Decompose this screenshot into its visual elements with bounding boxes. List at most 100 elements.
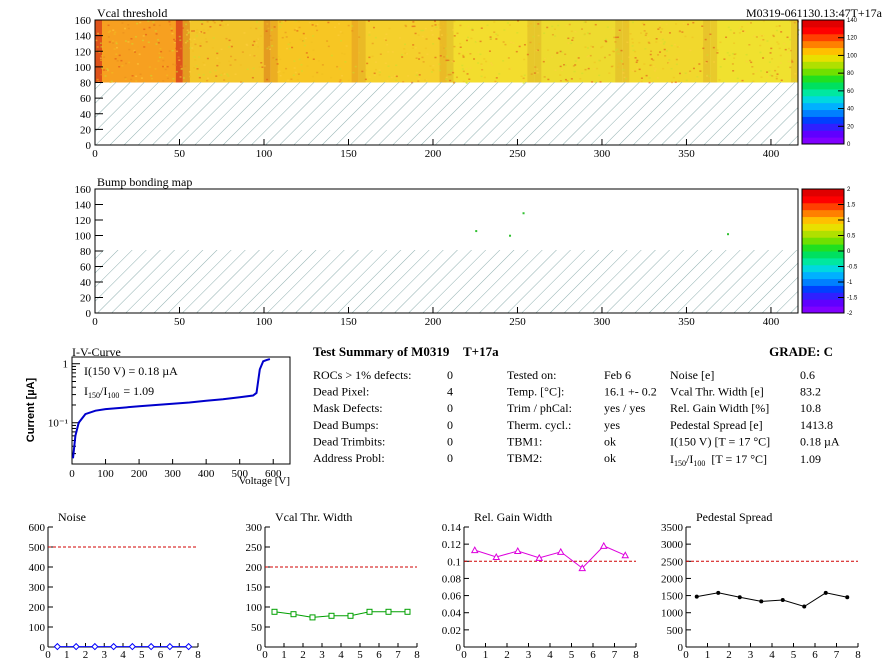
vcal-speckle — [770, 47, 773, 50]
vcal-speckle — [107, 31, 110, 33]
vcal-speckle — [199, 31, 202, 33]
vcal-speckle — [133, 51, 136, 53]
vcal-speckle — [615, 49, 618, 51]
vcal-speckle — [495, 33, 498, 35]
vcal-speckle — [591, 81, 594, 83]
iv-ylabel: Current [µA] — [25, 377, 37, 442]
vcal-speckle — [727, 26, 730, 29]
vcal-speckle — [583, 21, 586, 24]
vcal-speckle — [771, 58, 774, 60]
vcal-colorbar-band — [802, 116, 844, 124]
vcal-speckle — [462, 80, 465, 83]
noise-point — [91, 642, 99, 651]
vcal-speckle — [456, 32, 459, 35]
vcal-speckle — [640, 32, 643, 34]
vcal-speckle — [698, 63, 701, 65]
vcal-speckle — [486, 24, 489, 27]
vcal-speckle — [746, 23, 749, 25]
vcal-speckle — [114, 31, 117, 33]
vcal-speckle — [170, 27, 173, 30]
vcal-speckle — [653, 70, 656, 72]
vcal-speckle — [316, 29, 319, 32]
vcal-speckle — [453, 35, 456, 37]
vcal-speckle — [196, 31, 199, 34]
vcal-speckle — [184, 41, 187, 44]
vcal-speckle — [226, 73, 229, 75]
summary-mid-value: yes / yes — [604, 401, 646, 415]
vcal-speckle — [340, 40, 343, 42]
vcal-width-x-tick-label: 7 — [395, 649, 401, 661]
vcal-speckle — [155, 33, 158, 35]
vcal-speckle — [384, 62, 387, 65]
vcal-speckle — [209, 25, 212, 28]
vcal-speckle — [493, 31, 496, 33]
vcal-speckle — [636, 59, 639, 62]
vcal-speckle — [421, 56, 424, 59]
vcal-speckle — [762, 57, 765, 59]
pedestal-spread-title: Pedestal Spread — [696, 510, 772, 524]
vcal-speckle — [373, 72, 376, 75]
vcal-speckle — [712, 46, 715, 49]
vcal-speckle — [403, 43, 406, 46]
vcal-speckle — [317, 60, 320, 62]
vcal-width-title: Vcal Thr. Width — [275, 510, 352, 524]
vcal-speckle — [412, 44, 415, 46]
vcal-speckle — [445, 33, 448, 36]
bump-colorbar-band — [802, 264, 844, 273]
gain-width-y-tick-label: 0.02 — [442, 625, 461, 637]
gain-width-x-tick-label: 0 — [461, 649, 467, 661]
vcal-speckle — [750, 61, 753, 64]
vcal-speckle — [229, 43, 232, 45]
vcal-speckle — [649, 53, 652, 56]
vcal-speckle — [385, 33, 388, 36]
noise-x-tick-label: 5 — [139, 649, 145, 661]
vcal-speckle — [659, 42, 662, 44]
vcal-speckle — [418, 74, 421, 76]
vcal-speckle — [645, 32, 648, 35]
summary-rows: ROCs > 1% defects: 0 Dead Pixel: 4 Mask Defe… — [313, 368, 840, 465]
vcal-speckle — [471, 27, 474, 30]
vcal-speckle — [158, 56, 161, 59]
vcal-x-tick-label: 300 — [594, 148, 611, 160]
vcal-speckle — [400, 54, 403, 56]
vcal-speckle — [705, 62, 708, 64]
vcal-speckle — [216, 57, 219, 59]
vcal-speckle — [564, 78, 567, 81]
vcal-speckle — [373, 74, 376, 77]
vcal-speckle — [211, 47, 214, 49]
pedestal-spread-y-tick-label: 2500 — [661, 556, 684, 568]
pedestal-spread-y-tick-label: 3000 — [661, 539, 684, 551]
bump-y-tick-label: 100 — [75, 231, 92, 243]
vcal-speckle — [579, 78, 582, 80]
vcal-speckle — [481, 68, 484, 71]
noise-point — [53, 642, 62, 651]
vcal-speckle — [586, 55, 589, 58]
vcal-speckle — [150, 77, 153, 80]
vcal-speckle — [634, 50, 637, 53]
bump-x-tick-label: 350 — [678, 316, 695, 328]
vcal-speckle — [97, 32, 100, 35]
iv-x-tick-label: 400 — [198, 468, 215, 480]
vcal-speckle — [726, 52, 729, 54]
vcal-speckle — [256, 45, 259, 48]
vcal-x-tick-label: 50 — [174, 148, 186, 160]
gain-width-y-tick-label: 0.1 — [447, 556, 461, 568]
vcal-speckle — [792, 78, 795, 80]
vcal-speckle — [554, 69, 557, 71]
vcal-speckle — [279, 75, 282, 77]
vcal-speckle — [378, 74, 381, 76]
vcal-speckle — [111, 71, 114, 74]
vcal-speckle — [147, 20, 150, 22]
vcal-speckle — [245, 43, 248, 46]
gain-width-series-line — [474, 545, 626, 569]
vcal-speckle — [716, 49, 719, 51]
vcal-speckle — [766, 76, 769, 78]
vcal-speckle — [173, 38, 176, 41]
bump-x-tick-label: 0 — [92, 316, 98, 328]
vcal-speckle — [296, 30, 299, 32]
vcal-speckle — [188, 38, 191, 40]
vcal-speckle — [523, 74, 526, 77]
summary-left-label: Address Probl: — [313, 451, 385, 465]
summary-left-label: Dead Bumps: — [313, 418, 379, 432]
vcal-speckle — [453, 45, 456, 48]
